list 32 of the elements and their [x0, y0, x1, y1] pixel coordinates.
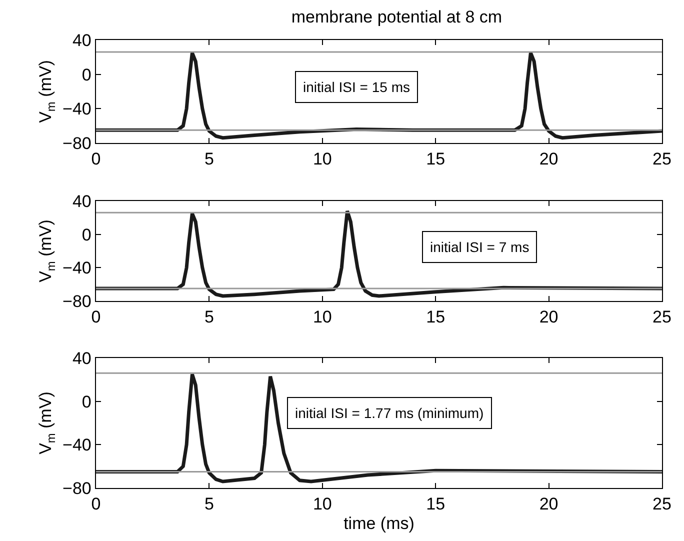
- x-tick-label: 25: [652, 150, 672, 169]
- y-tick-label: −40: [62, 100, 92, 119]
- x-tick-label: 20: [539, 150, 558, 169]
- x-tick-label: 20: [539, 494, 558, 514]
- x-tick-label: 15: [426, 308, 446, 327]
- x-tick-label: 5: [204, 150, 214, 169]
- annotation: initial ISI = 7 ms: [430, 239, 530, 255]
- x-tick-label: 15: [426, 494, 446, 514]
- annotation: initial ISI = 15 ms: [303, 79, 410, 95]
- x-tick-label: 10: [312, 494, 332, 514]
- y-tick-label: 40: [72, 192, 92, 211]
- x-tick-label: 15: [426, 150, 446, 169]
- x-tick-label: 5: [204, 494, 214, 514]
- y-tick-label: −80: [62, 478, 92, 498]
- chart-title: membrane potential at 8 cm: [291, 7, 502, 26]
- y-tick-label: −40: [62, 436, 92, 455]
- y-tick-label: −40: [62, 258, 92, 278]
- x-tick-label: 25: [652, 308, 672, 327]
- y-tick-label: 40: [72, 30, 92, 50]
- annotation: initial ISI = 1.77 ms (minimum): [295, 405, 484, 421]
- y-tick-label: 0: [82, 225, 92, 244]
- x-tick-label: 25: [652, 494, 672, 514]
- y-tick-label: 0: [82, 392, 92, 412]
- x-tick-label: 20: [539, 308, 558, 327]
- x-tick-label: 10: [312, 150, 332, 169]
- y-tick-label: −80: [62, 292, 92, 311]
- y-tick-label: −80: [62, 134, 92, 153]
- x-tick-label: 5: [204, 308, 214, 327]
- x-tick-label: 10: [312, 308, 332, 327]
- y-tick-label: 40: [72, 348, 92, 368]
- x-axis-title: time (ms): [344, 514, 414, 533]
- y-tick-label: 0: [82, 65, 92, 84]
